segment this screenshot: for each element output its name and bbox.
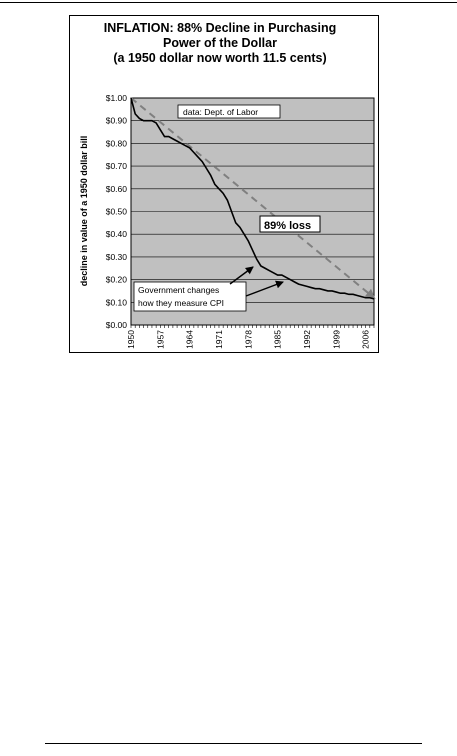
- y-tick-labels: $0.00 $0.10 $0.20 $0.30 $0.40 $0.50 $0.60 $0.70…: [106, 93, 128, 330]
- y-tick-label: $0.10: [106, 297, 128, 307]
- x-tick-label: 1999: [331, 330, 341, 349]
- chart-title-line-2: Power of the Dollar: [163, 36, 277, 50]
- chart-title-line-1: INFLATION: 88% Decline in Purchasing: [104, 21, 336, 35]
- y-tick-label: $0.50: [106, 207, 128, 217]
- y-tick-label: $0.60: [106, 184, 128, 194]
- y-tick-label: $0.80: [106, 138, 128, 148]
- source-label: data: Dept. of Labor: [183, 107, 258, 117]
- x-tick-label: 1964: [185, 330, 195, 349]
- chart-title-line-3: (a 1950 dollar now worth 11.5 cents): [113, 51, 326, 65]
- source-box: [177, 104, 281, 119]
- chart-svg: INFLATION: 88% Decline in Purchasing Pow…: [79, 21, 376, 349]
- x-tick-label: 1950: [126, 330, 136, 349]
- series-dashed-trend: [130, 97, 376, 300]
- callout-line-1: Government changes: [138, 285, 219, 295]
- x-tick-labels: 1950 1957 1964 1971 1978 1985 1992 1999 2006: [126, 325, 375, 349]
- loss-box: [259, 215, 321, 233]
- bottom-rule: [45, 743, 422, 744]
- x-tick-label: 1957: [155, 330, 165, 349]
- callout-line-2: how they measure CPI: [138, 298, 224, 308]
- y-tick-label: $0.20: [106, 275, 128, 285]
- callout-arrow-upper: [229, 266, 254, 285]
- y-tick-label: $0.30: [106, 252, 128, 262]
- y-tick-label: $0.00: [106, 320, 128, 330]
- y-tick-label: $1.00: [106, 93, 128, 103]
- y-axis-label: decline in value of a 1950 dollar bill: [79, 136, 89, 287]
- top-rule: [0, 2, 457, 3]
- x-tick-label: 1978: [243, 330, 253, 349]
- y-tick-label: $0.40: [106, 229, 128, 239]
- x-tick-label: 1971: [214, 330, 224, 349]
- y-tick-label: $0.70: [106, 161, 128, 171]
- loss-label: 89% loss: [264, 220, 311, 232]
- y-tick-label: $0.90: [106, 116, 128, 126]
- series-dollar-value-line: [130, 97, 375, 300]
- callout-box: [133, 281, 247, 312]
- x-tick-label: 1985: [273, 330, 283, 349]
- chart-frame: INFLATION: 88% Decline in Purchasing Pow…: [69, 15, 379, 353]
- x-tick-label: 1992: [302, 330, 312, 349]
- x-tick-label: 2006: [361, 330, 371, 349]
- callout-arrow-lower: [245, 280, 284, 297]
